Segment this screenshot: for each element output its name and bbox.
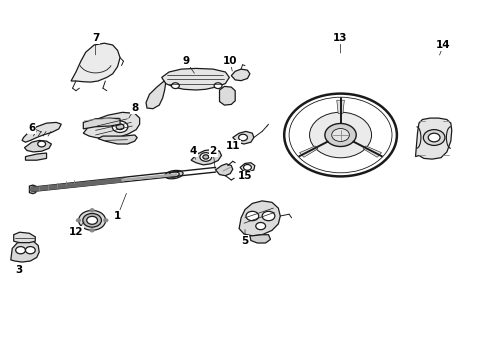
Polygon shape (299, 146, 318, 157)
Circle shape (25, 247, 35, 254)
Text: 2: 2 (210, 146, 217, 156)
Polygon shape (239, 201, 280, 236)
Text: 8: 8 (131, 103, 138, 113)
Polygon shape (337, 100, 344, 113)
Circle shape (90, 209, 94, 212)
Text: 13: 13 (333, 33, 348, 43)
Polygon shape (220, 86, 235, 105)
Ellipse shape (87, 216, 98, 224)
Polygon shape (231, 69, 250, 81)
Text: 1: 1 (114, 211, 121, 221)
Text: 7: 7 (92, 33, 99, 43)
Circle shape (76, 219, 80, 222)
Circle shape (332, 129, 349, 141)
Text: 12: 12 (69, 227, 83, 237)
Polygon shape (22, 122, 61, 142)
Circle shape (310, 112, 371, 158)
Polygon shape (14, 232, 35, 243)
Polygon shape (24, 140, 51, 152)
Ellipse shape (169, 172, 179, 177)
Text: 14: 14 (436, 40, 451, 50)
Polygon shape (146, 81, 166, 109)
Circle shape (246, 211, 259, 221)
Circle shape (104, 219, 108, 222)
Polygon shape (416, 118, 452, 159)
Polygon shape (191, 149, 221, 165)
Text: 15: 15 (238, 171, 252, 181)
Circle shape (428, 133, 440, 142)
Text: 5: 5 (242, 236, 248, 246)
Circle shape (90, 229, 94, 232)
Text: 9: 9 (183, 56, 190, 66)
Text: 11: 11 (225, 141, 240, 151)
Circle shape (256, 222, 266, 230)
Circle shape (16, 247, 25, 254)
Polygon shape (71, 43, 120, 82)
Polygon shape (83, 112, 140, 139)
Polygon shape (216, 164, 233, 176)
Circle shape (203, 155, 209, 159)
Ellipse shape (83, 213, 101, 227)
Polygon shape (162, 68, 229, 90)
Circle shape (112, 121, 128, 132)
Circle shape (214, 83, 222, 89)
Text: 4: 4 (190, 146, 197, 156)
Polygon shape (363, 146, 382, 157)
Polygon shape (250, 235, 270, 243)
Polygon shape (83, 118, 120, 129)
Circle shape (239, 134, 247, 141)
Circle shape (200, 153, 212, 161)
Polygon shape (29, 185, 36, 194)
Text: 10: 10 (223, 56, 238, 66)
Circle shape (172, 83, 179, 89)
Circle shape (38, 141, 46, 147)
Polygon shape (240, 163, 255, 172)
Circle shape (262, 211, 275, 221)
Polygon shape (233, 131, 254, 144)
Ellipse shape (78, 210, 105, 230)
Polygon shape (11, 240, 39, 262)
Text: 6: 6 (28, 123, 35, 133)
Text: 3: 3 (15, 265, 22, 275)
Circle shape (116, 124, 124, 130)
Circle shape (325, 123, 356, 147)
Polygon shape (25, 153, 47, 160)
Polygon shape (98, 135, 137, 144)
Circle shape (244, 165, 251, 170)
Circle shape (423, 130, 445, 145)
Ellipse shape (165, 170, 183, 179)
